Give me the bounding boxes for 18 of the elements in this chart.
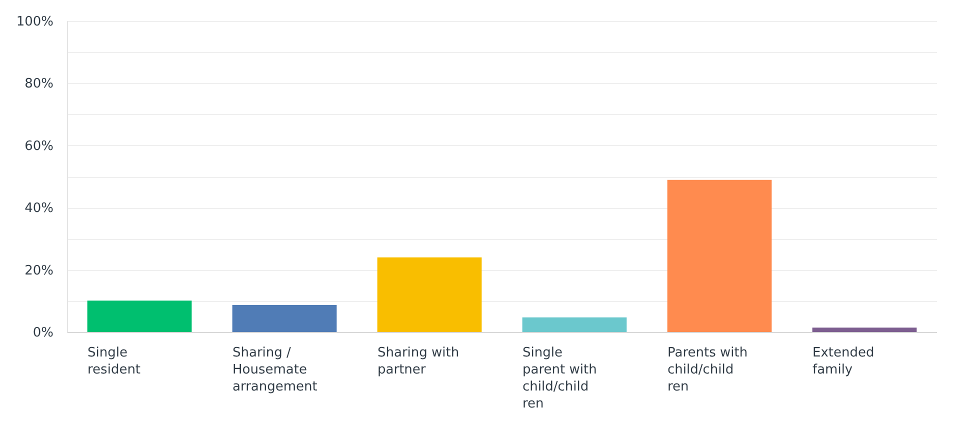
x-tick-label: Single resident <box>88 346 141 378</box>
y-tick-label: 80% <box>24 76 54 92</box>
bar <box>232 304 337 332</box>
bar <box>522 317 627 332</box>
x-tick-label: Single parent with child/children <box>522 346 597 412</box>
bar <box>667 180 772 332</box>
y-tick-label: 60% <box>24 138 54 154</box>
bar <box>87 300 192 332</box>
y-tick-label: 20% <box>24 263 54 278</box>
x-tick-label: Sharing with partner <box>378 346 460 378</box>
bar <box>377 257 482 332</box>
x-tick-label: Sharing / Housemate arrangement <box>232 346 318 394</box>
y-tick-label: 40% <box>24 201 54 216</box>
x-tick-label: Extended family <box>812 346 874 378</box>
y-tick-label: 0% <box>32 326 54 340</box>
x-tick-label: Parents with child/children <box>668 346 748 394</box>
bar <box>812 328 917 332</box>
y-tick-label: 100% <box>16 14 54 30</box>
